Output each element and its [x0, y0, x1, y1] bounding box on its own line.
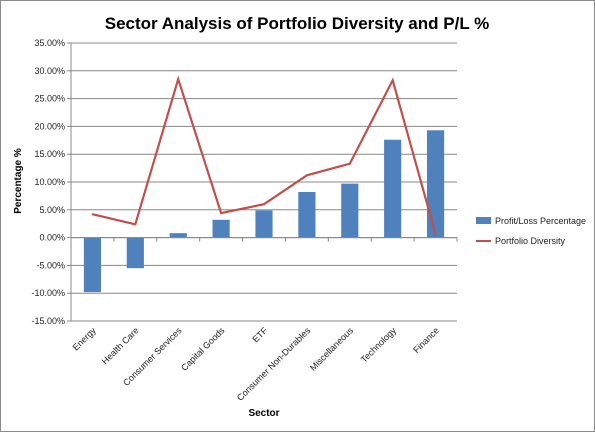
line-point [349, 163, 351, 165]
line-point [263, 203, 265, 205]
y-tick-label: 15.00% [34, 149, 65, 159]
y-tick-label: 25.00% [34, 94, 65, 104]
chart-title: Sector Analysis of Portfolio Diversity a… [105, 14, 489, 33]
bar [298, 192, 315, 238]
bar [170, 233, 187, 237]
bar [427, 130, 444, 237]
line-point [92, 213, 94, 215]
y-tick-label: 35.00% [34, 38, 65, 48]
legend: Profit/Loss Percentage Portfolio Diversi… [476, 216, 586, 246]
line-point [220, 212, 222, 214]
line-point [177, 78, 179, 80]
y-axis-title: Percentage % [13, 148, 24, 214]
y-tick-label: 5.00% [39, 205, 65, 215]
line-point [392, 79, 394, 81]
x-tick-label: Technology [359, 325, 399, 365]
y-axis-ticks: -15.00% -10.00% -5.00% 0.00% 5.00% 10.00% 15.0… [31, 38, 71, 326]
x-tick-label: Miscellaneous [308, 325, 356, 373]
x-tick-label: ETF [250, 325, 269, 344]
x-tick-label: Capital Goods [179, 325, 227, 373]
x-axis-title: Sector [248, 408, 279, 419]
legend-label-portfolio-diversity: Portfolio Diversity [495, 236, 566, 246]
bar [341, 184, 358, 238]
x-tick-label: Finance [411, 325, 441, 355]
line-point [435, 233, 437, 235]
bar [255, 210, 272, 237]
y-tick-label: -10.00% [31, 288, 65, 298]
bar [384, 140, 401, 238]
bar [127, 238, 144, 269]
legend-label-profit-loss: Profit/Loss Percentage [495, 216, 586, 226]
line-point [306, 175, 308, 177]
x-tick-label: Health Care [100, 325, 141, 366]
legend-swatch-profit-loss [476, 217, 491, 224]
y-tick-label: 0.00% [39, 233, 65, 243]
y-tick-label: 10.00% [34, 177, 65, 187]
bar [213, 220, 230, 238]
y-tick-label: -15.00% [31, 316, 65, 326]
y-tick-label: 30.00% [34, 66, 65, 76]
y-tick-label: -5.00% [36, 260, 65, 270]
bar [84, 238, 101, 292]
line-point [135, 223, 137, 225]
x-tick-label: Energy [71, 325, 99, 353]
y-tick-label: 20.00% [34, 121, 65, 131]
x-tick-label: Consumer Non-Durables [235, 325, 313, 403]
